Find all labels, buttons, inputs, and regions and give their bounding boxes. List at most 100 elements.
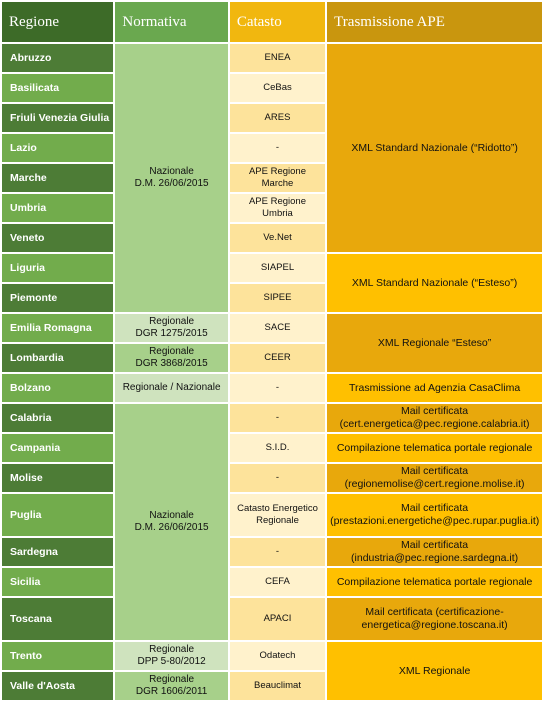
catasto-cell: - — [229, 374, 326, 402]
region-cell: Liguria — [2, 254, 114, 282]
table-row: Campania S.I.D. Compilazione telematica … — [2, 434, 542, 462]
trasmissione-cell: Compilazione telematica portale regional… — [327, 434, 542, 462]
region-cell: Campania — [2, 434, 114, 462]
normativa-line: DGR 1275/2015 — [135, 328, 208, 339]
trasmissione-cell: Compilazione telematica portale regional… — [327, 568, 542, 596]
table-row: Piemonte SIPEE — [2, 284, 542, 312]
table-row: Sardegna - Mail certificata (industria@p… — [2, 538, 542, 566]
catasto-cell: CeBas — [229, 74, 326, 102]
region-cell: Friuli Venezia Giulia — [2, 104, 114, 132]
trasmissione-cell: Mail certificata (certificazione-energet… — [327, 598, 542, 640]
normativa-line: Regionale — [149, 644, 195, 655]
header-catasto: Catasto — [229, 2, 326, 42]
table-row: Friuli Venezia Giulia ARES — [2, 104, 542, 132]
region-cell: Toscana — [2, 598, 114, 640]
normativa-cell: Regionale DGR 1606/2011 — [115, 672, 228, 700]
trasmissione-cell: Mail certificata (industria@pec.regione.… — [327, 538, 542, 566]
region-cell: Lazio — [2, 134, 114, 162]
trasmissione-cell: XML Regionale — [327, 642, 542, 700]
table-row: Valle d'Aosta Regionale DGR 1606/2011 Be… — [2, 672, 542, 700]
table-row: Trento Regionale DPP 5-80/2012 Odatech X… — [2, 642, 542, 700]
catasto-cell: - — [229, 538, 326, 566]
region-cell: Marche — [2, 164, 114, 192]
header-normativa: Normativa — [115, 2, 228, 42]
region-cell: Lombardia — [2, 344, 114, 372]
trasmissione-cell: Mail certificata (cert.energetica@pec.re… — [327, 404, 542, 432]
catasto-cell: ARES — [229, 104, 326, 132]
catasto-cell: SIPEE — [229, 284, 326, 312]
catasto-cell: Beauclimat — [229, 672, 326, 700]
catasto-cell: Catasto Energetico Regionale — [229, 494, 326, 536]
table-row: Lazio - — [2, 134, 542, 162]
table-row: Emilia Romagna Regionale DGR 1275/2015 S… — [2, 314, 542, 372]
catasto-cell: SACE — [229, 314, 326, 342]
table-row: Basilicata CeBas — [2, 74, 542, 102]
normativa-line: Regionale — [149, 316, 195, 327]
region-cell: Sicilia — [2, 568, 114, 596]
normativa-line: DPP 5-80/2012 — [137, 656, 206, 667]
region-cell: Veneto — [2, 224, 114, 252]
region-cell: Basilicata — [2, 74, 114, 102]
header-regione: Regione — [2, 2, 114, 42]
region-cell: Piemonte — [2, 284, 114, 312]
region-cell: Valle d'Aosta — [2, 672, 114, 700]
table-row: Molise - Mail certificata (regionemolise… — [2, 464, 542, 492]
normativa-line: DGR 1606/2011 — [135, 686, 208, 697]
region-cell: Puglia — [2, 494, 114, 536]
table-row: Lombardia Regionale DGR 3868/2015 CEER — [2, 344, 542, 372]
normativa-line: Regionale — [149, 346, 195, 357]
region-cell: Sardegna — [2, 538, 114, 566]
table-row: Puglia Catasto Energetico Regionale Mail… — [2, 494, 542, 536]
catasto-cell: APE Regione Marche — [229, 164, 326, 192]
region-cell: Emilia Romagna — [2, 314, 114, 342]
catasto-cell: - — [229, 404, 326, 432]
normativa-line: D.M. 26/06/2015 — [134, 522, 209, 533]
normativa-line: Nazionale — [149, 166, 194, 177]
normativa-cell: Regionale DPP 5-80/2012 — [115, 642, 228, 670]
table-row: Calabria Nazionale D.M. 26/06/2015 - Mai… — [2, 404, 542, 640]
table-row: Liguria SIAPEL XML Standard Nazionale (“… — [2, 254, 542, 312]
trasmissione-cell: Mail certificata (prestazioni.energetich… — [327, 494, 542, 536]
region-cell: Bolzano — [2, 374, 114, 402]
region-cell: Abruzzo — [2, 44, 114, 72]
table-row: Sicilia CEFA Compilazione telematica por… — [2, 568, 542, 596]
region-cell: Calabria — [2, 404, 114, 432]
catasto-cell: CEFA — [229, 568, 326, 596]
header-row: Regione Normativa Catasto Trasmissione A… — [2, 2, 542, 42]
catasto-cell: ENEA — [229, 44, 326, 72]
normativa-line: D.M. 26/06/2015 — [134, 178, 209, 189]
normativa-line: Nazionale — [149, 510, 194, 521]
catasto-cell: - — [229, 464, 326, 492]
normativa-cell: Regionale DGR 1275/2015 — [115, 314, 228, 342]
table-row: Veneto Ve.Net — [2, 224, 542, 252]
catasto-cell: APE Regione Umbria — [229, 194, 326, 222]
trasmissione-cell: Mail certificata (regionemolise@cert.reg… — [327, 464, 542, 492]
region-cell: Molise — [2, 464, 114, 492]
catasto-cell: SIAPEL — [229, 254, 326, 282]
normativa-line: Regionale — [149, 674, 195, 685]
normativa-cell: Nazionale D.M. 26/06/2015 — [115, 404, 228, 640]
table-row: Umbria APE Regione Umbria — [2, 194, 542, 222]
table-row: Toscana APACI Mail certificata (certific… — [2, 598, 542, 640]
catasto-cell: S.I.D. — [229, 434, 326, 462]
trasmissione-cell: Trasmissione ad Agenzia CasaClima — [327, 374, 542, 402]
region-cell: Umbria — [2, 194, 114, 222]
normativa-line: DGR 3868/2015 — [135, 358, 208, 369]
trasmissione-cell: XML Standard Nazionale (“Esteso”) — [327, 254, 542, 312]
normativa-cell: Nazionale D.M. 26/06/2015 — [115, 44, 228, 312]
table-row: Marche APE Regione Marche — [2, 164, 542, 192]
region-cell: Trento — [2, 642, 114, 670]
trasmissione-cell: XML Standard Nazionale (“Ridotto”) — [327, 44, 542, 252]
catasto-cell: CEER — [229, 344, 326, 372]
trasmissione-cell: XML Regionale “Esteso” — [327, 314, 542, 372]
table-row: Abruzzo Nazionale D.M. 26/06/2015 ENEA X… — [2, 44, 542, 312]
catasto-cell: APACI — [229, 598, 326, 640]
catasto-cell: - — [229, 134, 326, 162]
normativa-cell: Regionale DGR 3868/2015 — [115, 344, 228, 372]
header-trasmissione: Trasmissione APE — [327, 2, 542, 42]
normativa-cell: Regionale / Nazionale — [115, 374, 228, 402]
catasto-cell: Odatech — [229, 642, 326, 670]
table-row: Bolzano Regionale / Nazionale - Trasmiss… — [2, 374, 542, 402]
catasto-cell: Ve.Net — [229, 224, 326, 252]
